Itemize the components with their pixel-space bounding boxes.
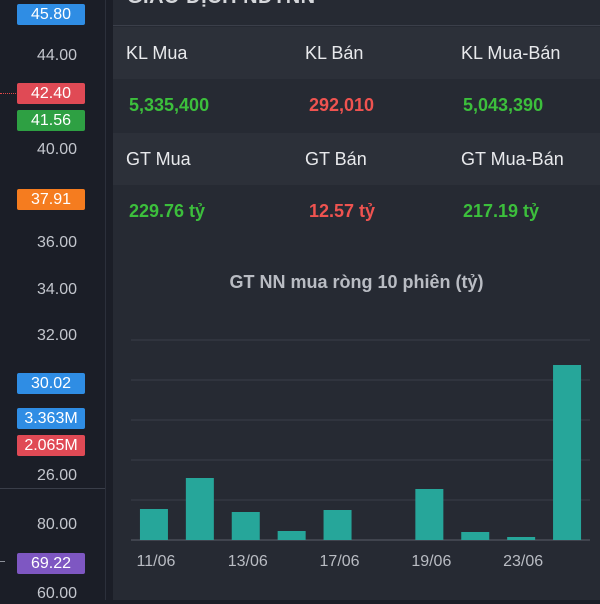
bar-19/06[interactable] — [415, 489, 444, 540]
sell-volume-value: 292,010 — [309, 95, 375, 115]
price-tick: 26.00 — [36, 467, 78, 484]
sell-value-value: 12.57 tỷ — [309, 201, 376, 221]
net-value-value: 217.19 tỷ — [463, 201, 540, 221]
header-sell-volume: KL Bán — [305, 43, 364, 63]
volume-header-row: KL Mua KL Bán KL Mua-Bán — [113, 27, 600, 79]
chart-title: GT NN mua ròng 10 phiên (tỷ) — [229, 272, 484, 292]
bar-20/06[interactable] — [461, 532, 490, 540]
price-tick: 40.00 — [36, 141, 78, 158]
price-badge: 45.80 — [17, 4, 85, 25]
x-tick-label: 17/06 — [320, 553, 360, 570]
indicator-tick: 80.00 — [36, 516, 78, 533]
price-axis: 45.80 44.00 42.40 41.56 40.00 37.91 36.0… — [0, 0, 106, 602]
buy-volume-value: 5,335,400 — [129, 95, 210, 115]
price-badge: 37.91 — [17, 189, 85, 210]
price-tick: 36.00 — [36, 234, 78, 251]
header-buy-volume: KL Mua — [126, 43, 188, 63]
bar-23/06[interactable] — [507, 537, 536, 540]
bar-24/06[interactable] — [553, 365, 582, 540]
price-badge: 41.56 — [17, 110, 85, 131]
x-tick-label: 11/06 — [137, 553, 176, 570]
x-tick-label: 23/06 — [503, 553, 543, 570]
bar-13/06[interactable] — [231, 512, 260, 540]
foreign-trading-panel: GIAO DỊCH NĐTNN KL Mua KL Bán KL Mua-Bán… — [113, 0, 600, 600]
bar-14/06[interactable] — [277, 531, 306, 540]
header-buy-value: GT Mua — [126, 149, 191, 169]
x-tick-label: 13/06 — [228, 553, 268, 570]
volume-badge: 3.363M — [17, 408, 85, 429]
panel-title: GIAO DỊCH NĐTNN — [127, 0, 316, 14]
bar-12/06[interactable] — [185, 478, 214, 540]
x-tick-label: 19/06 — [411, 553, 451, 570]
net-volume-value: 5,043,390 — [463, 95, 544, 115]
price-badge: 42.40 — [17, 83, 85, 104]
title-divider — [113, 25, 600, 26]
price-tick: 32.00 — [36, 327, 78, 344]
bar-17/06[interactable] — [323, 510, 352, 540]
price-tick: 34.00 — [36, 281, 78, 298]
bar-11/06[interactable] — [139, 509, 168, 540]
axis-divider — [0, 488, 105, 489]
price-guide-line — [0, 93, 16, 94]
header-net-volume: KL Mua-Bán — [461, 43, 561, 63]
value-header-row: GT Mua GT Bán GT Mua-Bán — [113, 133, 600, 185]
indicator-tick-mark — [0, 561, 5, 562]
net-buy-bar-chart: 11/06 13/06 17/06 19/06 23/06 — [131, 339, 590, 570]
header-sell-value: GT Bán — [305, 149, 367, 169]
indicator-badge: 69.22 — [17, 553, 85, 574]
price-badge: 30.02 — [17, 373, 85, 394]
price-tick: 44.00 — [36, 47, 78, 64]
header-net-value: GT Mua-Bán — [461, 149, 564, 169]
buy-value-value: 229.76 tỷ — [129, 201, 206, 221]
volume-badge: 2.065M — [17, 435, 85, 456]
indicator-tick: 60.00 — [36, 585, 78, 602]
